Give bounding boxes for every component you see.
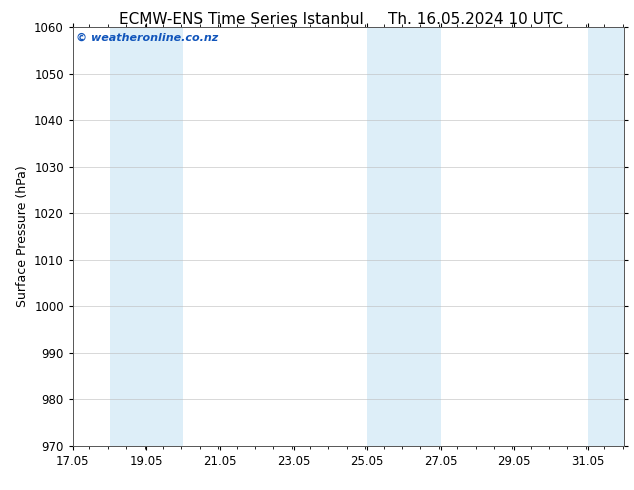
- Y-axis label: Surface Pressure (hPa): Surface Pressure (hPa): [16, 166, 29, 307]
- Text: Th. 16.05.2024 10 UTC: Th. 16.05.2024 10 UTC: [388, 12, 563, 27]
- Bar: [146, 27, 183, 446]
- Bar: [588, 27, 624, 446]
- Text: ECMW-ENS Time Series Istanbul: ECMW-ENS Time Series Istanbul: [119, 12, 363, 27]
- Bar: [110, 27, 146, 446]
- Bar: [367, 27, 404, 446]
- Bar: [404, 27, 441, 446]
- Text: © weatheronline.co.nz: © weatheronline.co.nz: [75, 33, 218, 43]
